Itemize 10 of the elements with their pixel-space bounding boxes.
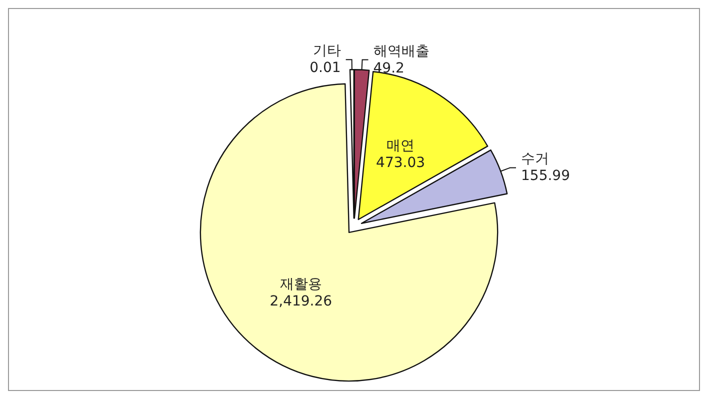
data-label: 49.2 — [373, 60, 404, 76]
slice-label: 해역배출 — [373, 43, 430, 60]
data-label: 0.01 — [310, 60, 341, 76]
slice-label: 수거 — [521, 151, 550, 168]
data-label: 2,419.26 — [270, 293, 332, 310]
data-label: 155.99 — [521, 168, 570, 184]
slice-label: 재활용 — [280, 276, 322, 292]
slice-label: 매연 — [386, 138, 415, 154]
slice-label: 기타 — [312, 43, 341, 60]
data-label: 473.03 — [376, 155, 426, 172]
